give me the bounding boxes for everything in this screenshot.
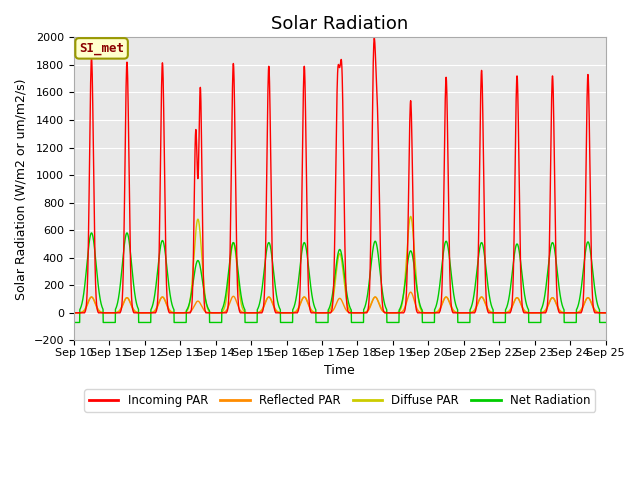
X-axis label: Time: Time bbox=[324, 363, 355, 377]
Reflected PAR bbox=[70, 310, 77, 316]
Line: Reflected PAR: Reflected PAR bbox=[74, 292, 605, 313]
Reflected PAR bbox=[297, 300, 305, 306]
Title: Solar Radiation: Solar Radiation bbox=[271, 15, 408, 33]
Legend: Incoming PAR, Reflected PAR, Diffuse PAR, Net Radiation: Incoming PAR, Reflected PAR, Diffuse PAR… bbox=[84, 389, 595, 412]
Incoming PAR bbox=[297, 263, 305, 268]
Incoming PAR bbox=[131, 310, 138, 316]
Y-axis label: Solar Radiation (W/m2 or um/m2/s): Solar Radiation (W/m2 or um/m2/s) bbox=[15, 78, 28, 300]
Incoming PAR bbox=[371, 35, 378, 41]
Net Radiation bbox=[591, 289, 599, 295]
Diffuse PAR bbox=[70, 310, 77, 316]
Diffuse PAR bbox=[591, 307, 599, 313]
Diffuse PAR bbox=[407, 214, 415, 219]
Net Radiation bbox=[88, 230, 95, 236]
Reflected PAR bbox=[131, 308, 138, 314]
Diffuse PAR bbox=[534, 310, 542, 316]
Net Radiation bbox=[274, 300, 282, 305]
Net Radiation bbox=[70, 320, 77, 325]
Incoming PAR bbox=[70, 310, 77, 316]
Text: SI_met: SI_met bbox=[79, 42, 124, 55]
Net Radiation bbox=[163, 258, 170, 264]
Incoming PAR bbox=[591, 310, 599, 316]
Diffuse PAR bbox=[274, 309, 282, 314]
Net Radiation bbox=[602, 320, 609, 325]
Line: Diffuse PAR: Diffuse PAR bbox=[74, 216, 605, 313]
Reflected PAR bbox=[274, 309, 282, 315]
Reflected PAR bbox=[162, 300, 170, 306]
Reflected PAR bbox=[602, 310, 609, 316]
Reflected PAR bbox=[591, 308, 599, 314]
Reflected PAR bbox=[407, 289, 415, 295]
Net Radiation bbox=[534, 320, 542, 325]
Diffuse PAR bbox=[131, 308, 138, 313]
Net Radiation bbox=[297, 256, 305, 262]
Diffuse PAR bbox=[162, 300, 170, 305]
Net Radiation bbox=[131, 289, 138, 295]
Incoming PAR bbox=[602, 310, 609, 316]
Incoming PAR bbox=[534, 310, 542, 316]
Incoming PAR bbox=[274, 310, 282, 316]
Diffuse PAR bbox=[602, 310, 609, 316]
Reflected PAR bbox=[534, 310, 542, 316]
Line: Net Radiation: Net Radiation bbox=[74, 233, 605, 323]
Line: Incoming PAR: Incoming PAR bbox=[74, 38, 605, 313]
Incoming PAR bbox=[162, 262, 170, 268]
Diffuse PAR bbox=[297, 300, 305, 305]
